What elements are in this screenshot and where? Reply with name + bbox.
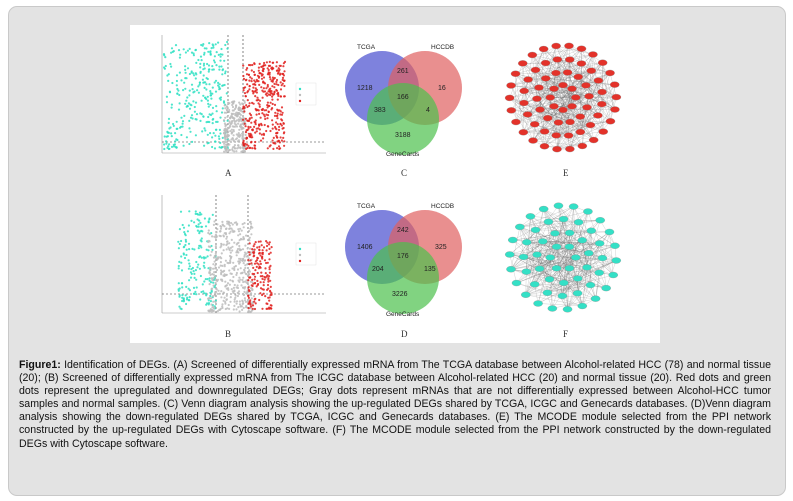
figure-caption: Figure1: Identification of DEGs. (A) Scr… bbox=[19, 359, 771, 451]
volcano-plot-a bbox=[161, 35, 326, 154]
figure-image: TCGA HCCDB GeneCards 1218 261 16 166 383… bbox=[130, 25, 660, 343]
venn-down-tcga-only: 1406 bbox=[357, 244, 373, 251]
venn-up-label-tcga: TCGA bbox=[357, 44, 376, 51]
venn-up-hccdb-genecards: 4 bbox=[426, 107, 430, 114]
venn-down-hccdb-only: 325 bbox=[435, 244, 447, 251]
panel-label-a: A bbox=[225, 168, 232, 178]
venn-up-all-three: 166 bbox=[397, 94, 409, 101]
volcano-plot-b bbox=[161, 195, 326, 314]
scatter-down-a bbox=[162, 40, 229, 151]
panel-label-b: B bbox=[225, 329, 232, 339]
venn-down-label-hccdb: HCCDB bbox=[431, 203, 454, 210]
venn-diagram-down: TCGA HCCDB GeneCards 1406 242 325 176 20… bbox=[345, 203, 462, 318]
network-down bbox=[504, 202, 622, 313]
panel-label-f: F bbox=[563, 329, 569, 339]
scatter-up-b bbox=[247, 240, 273, 311]
venn-up-label-genecards: GeneCards bbox=[386, 151, 420, 158]
panel-label-c: C bbox=[401, 168, 408, 178]
panel-label-e: E bbox=[563, 168, 569, 178]
venn-up-label-hccdb: HCCDB bbox=[431, 44, 454, 51]
scatter-gray-b bbox=[207, 220, 256, 314]
venn-down-tcga-hccdb: 242 bbox=[397, 227, 409, 234]
venn-up-genecards-only: 3188 bbox=[395, 132, 411, 139]
scatter-down-b bbox=[177, 210, 217, 311]
panel-label-d: D bbox=[401, 329, 408, 339]
caption-text: Identification of DEGs. (A) Screened of … bbox=[19, 359, 771, 450]
scatter-up-a bbox=[241, 60, 287, 151]
venn-diagram-up: TCGA HCCDB GeneCards 1218 261 16 166 383… bbox=[345, 44, 462, 158]
venn-up-tcga-hccdb: 261 bbox=[397, 68, 409, 75]
venn-down-all-three: 176 bbox=[397, 253, 409, 260]
scatter-gray-a bbox=[222, 100, 247, 153]
caption-label: Figure1: bbox=[19, 359, 61, 371]
network-up bbox=[504, 42, 622, 153]
venn-up-hccdb-only: 16 bbox=[438, 85, 446, 92]
venn-down-label-tcga: TCGA bbox=[357, 203, 376, 210]
venn-down-tcga-genecards: 204 bbox=[372, 266, 384, 273]
venn-up-tcga-only: 1218 bbox=[357, 85, 373, 92]
venn-up-tcga-genecards: 383 bbox=[374, 107, 386, 114]
venn-down-genecards-only: 3226 bbox=[392, 291, 408, 298]
venn-down-label-genecards: GeneCards bbox=[386, 311, 420, 318]
venn-down-hccdb-genecards: 135 bbox=[424, 266, 436, 273]
